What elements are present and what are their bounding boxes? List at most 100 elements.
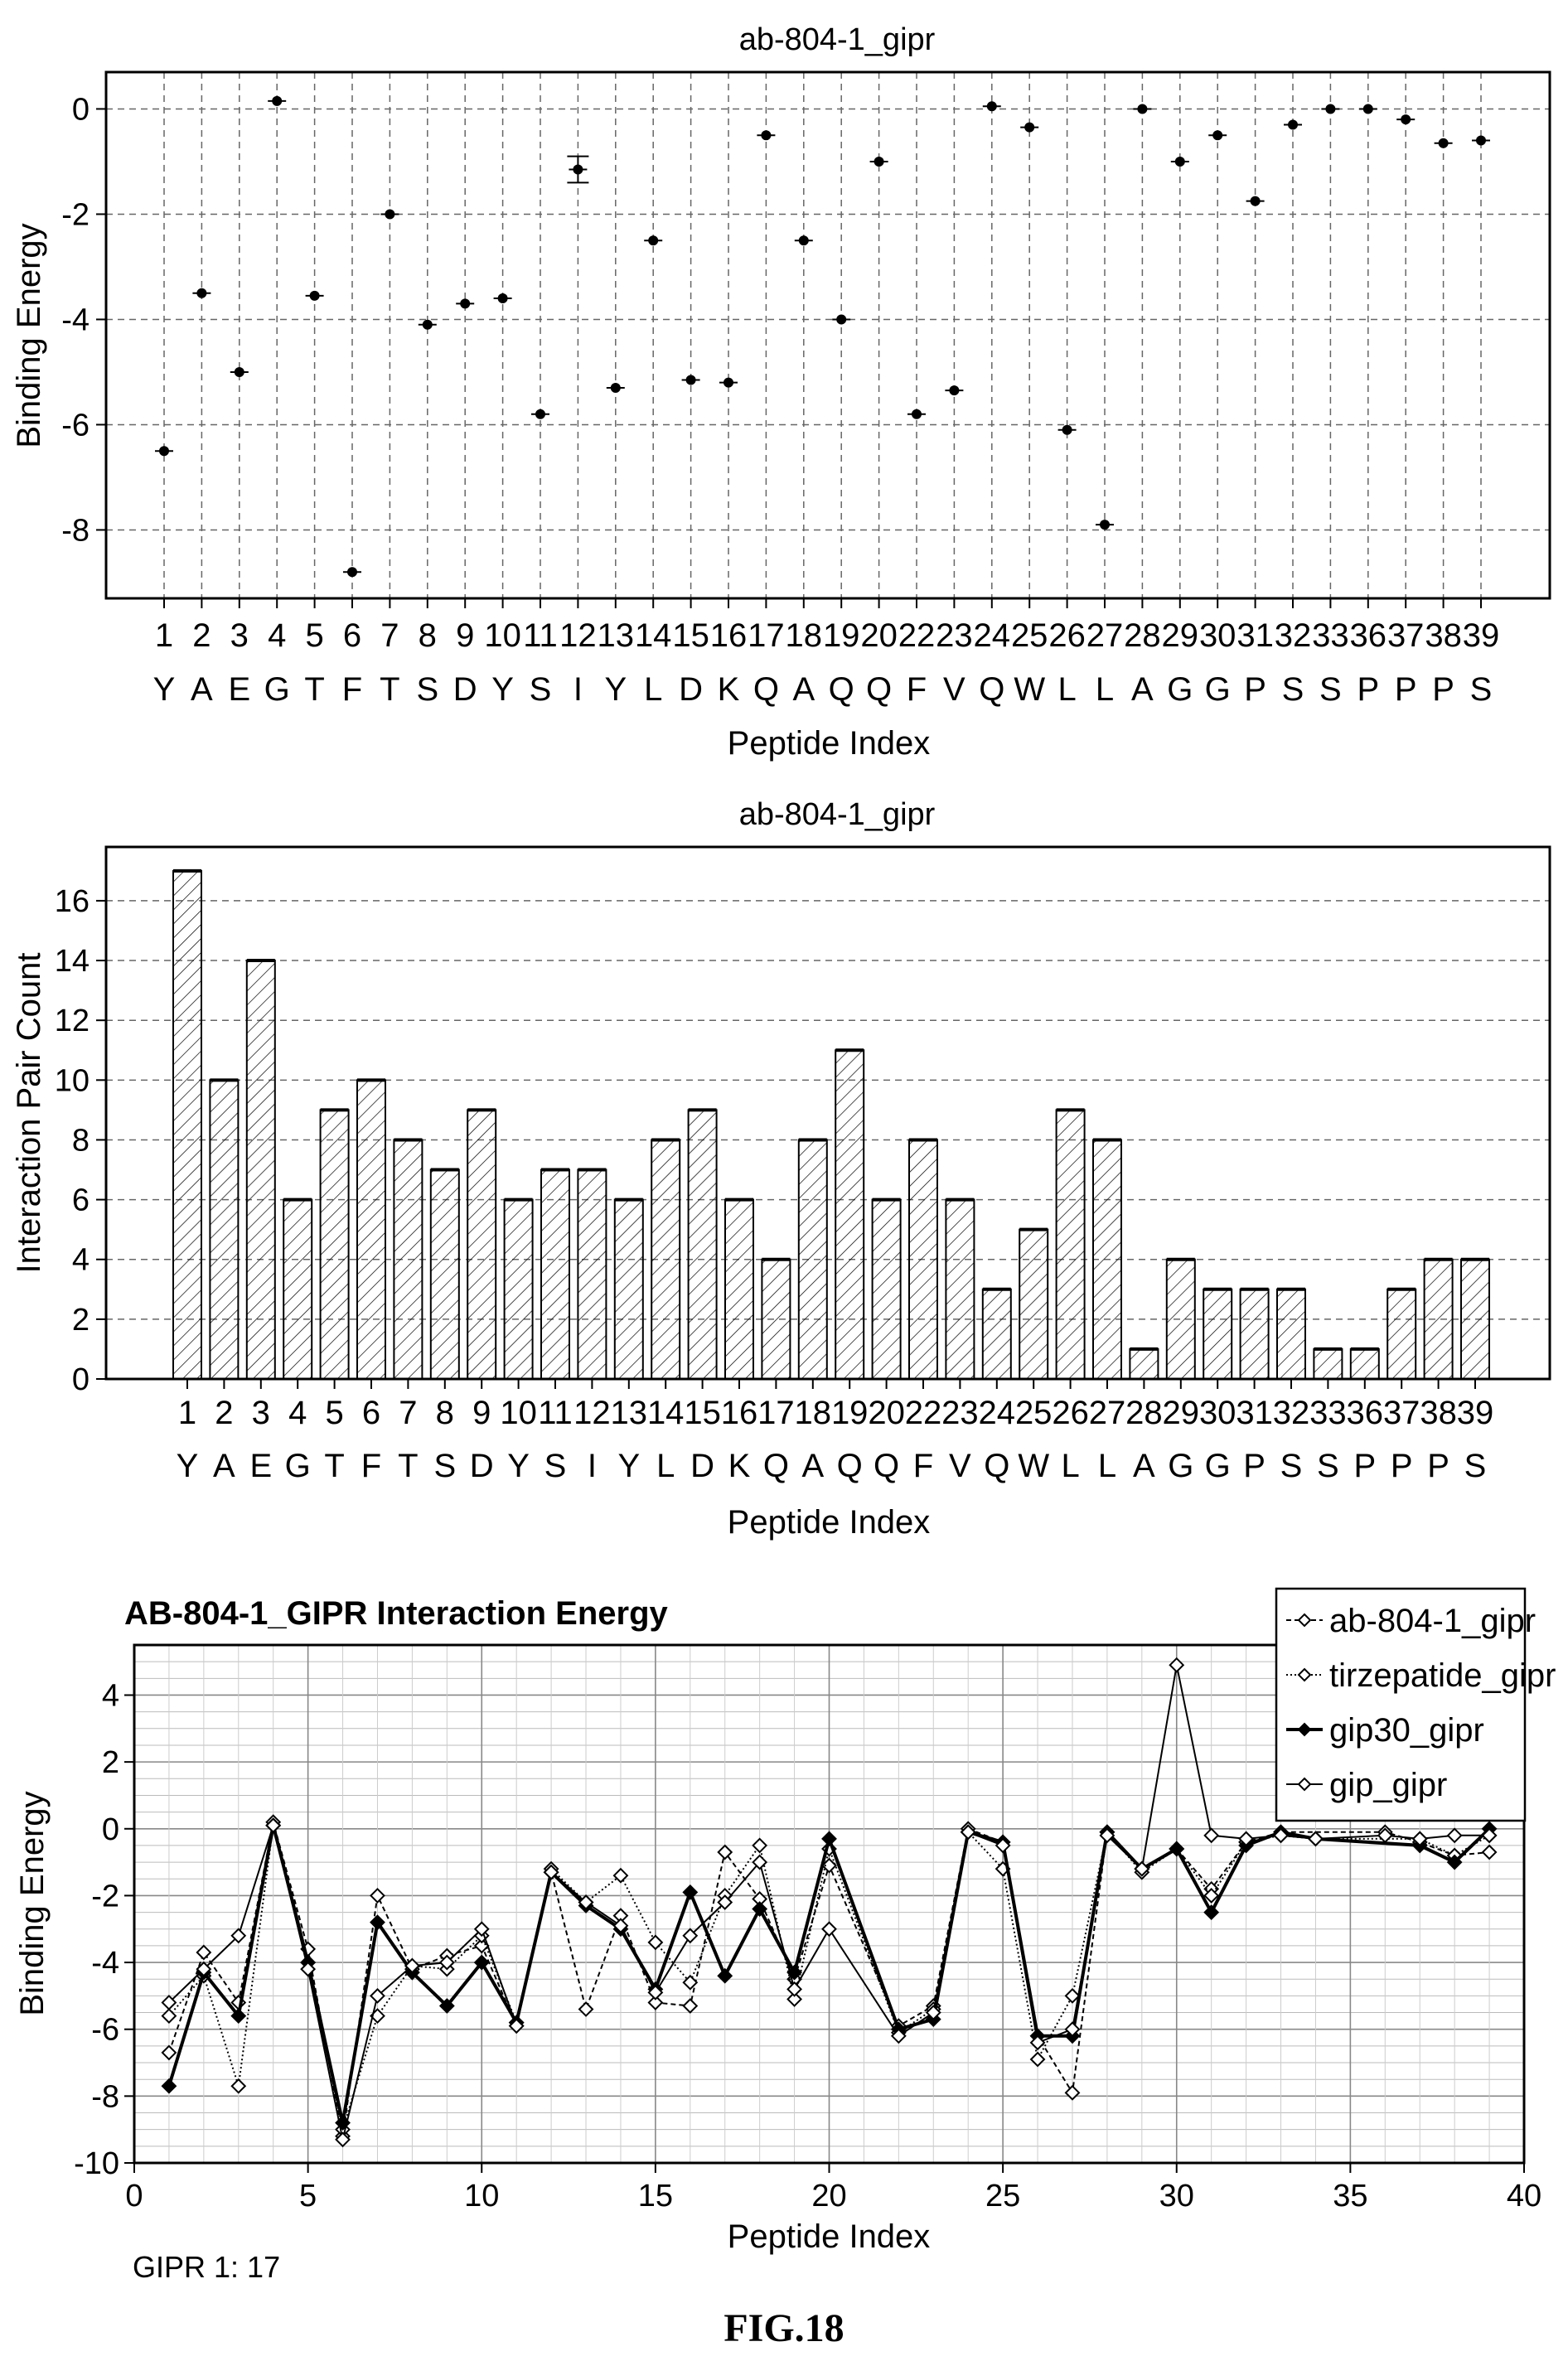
chart2-y-tick-label: 4 [72, 1243, 90, 1278]
chart2-bar [1019, 1228, 1049, 1381]
chart3-data-point [473, 1954, 490, 1971]
chart1-data-point [422, 319, 433, 330]
chart1-residue-label: Q [866, 671, 892, 708]
chart2-x-tick-label: 31 [1236, 1395, 1273, 1431]
chart1-data-point [1137, 104, 1148, 114]
chart3-legend-label: tirzepatide_gipr [1329, 1657, 1556, 1694]
chart3-x-axis-label: Peptide Index [728, 2218, 931, 2255]
chart2-bar [319, 1109, 350, 1381]
chart3-data-point [752, 1901, 768, 1917]
chart1-residue-label: A [792, 671, 815, 708]
chart3-data-point [1481, 1844, 1498, 1860]
chart1-x-tick-label: 13 [598, 617, 635, 654]
chart3-title: AB-804-1_GIPR Interaction Energy [124, 1595, 668, 1632]
chart2-residue-label: A [1133, 1448, 1155, 1484]
chart2-x-tick-label: 2 [215, 1395, 233, 1431]
chart2-residue-label: D [690, 1448, 714, 1484]
chart1-x-tick-label: 4 [268, 617, 286, 654]
chart1-x-axis-label: Peptide Index [728, 725, 931, 762]
chart3-data-point [682, 1974, 699, 1991]
chart2-y-tick-label: 6 [72, 1183, 90, 1218]
chart1-x-tick-label: 29 [1162, 617, 1199, 654]
chart1-y-ticks: 0 -2 -4 -6 -8 [61, 92, 106, 548]
chart2-y-tick-label: 16 [55, 884, 90, 919]
chart3-data-point [786, 1981, 802, 1997]
chart1-x-tick-label: 36 [1350, 617, 1387, 654]
chart1-data-points [155, 95, 1490, 578]
chart3-data-point [1377, 1827, 1393, 1844]
chart3-data-point [1411, 1831, 1428, 1847]
chart3-legend-marker [1297, 1722, 1312, 1737]
chart2-bar [724, 1198, 754, 1380]
chart3-data-point [890, 2028, 907, 2044]
chart3-data-point [925, 2005, 941, 2020]
chart2-bar [1055, 1109, 1086, 1381]
chart1-residue-label: P [1244, 671, 1266, 708]
chart1-y-tick-label: -2 [61, 197, 90, 232]
chart2-x-tick-label: 32 [1273, 1395, 1310, 1431]
chart3-series-gip30_gipr [161, 1817, 1498, 2131]
chart1-data-point [1438, 138, 1449, 148]
chart2-x-tick-label: 9 [472, 1395, 491, 1431]
chart2-residue-label: Q [874, 1448, 899, 1484]
chart1-x-tick-label: 28 [1124, 617, 1161, 654]
chart1-y-tick-label: -4 [61, 302, 90, 337]
chart3-data-point [578, 1894, 594, 1910]
chart3-data-point [161, 2008, 177, 2024]
chart1-x-tick-label: 30 [1199, 617, 1236, 654]
chart1-residue-label: E [228, 671, 250, 708]
chart3-data-point [1099, 1827, 1116, 1844]
chart3-data-point [230, 2008, 247, 2024]
chart2-bar [797, 1139, 828, 1381]
chart3-data-point [1446, 1854, 1463, 1870]
chart3-data-point [1169, 1657, 1185, 1673]
chart1-residue-label: L [1096, 671, 1114, 708]
figure-label: FIG.18 [724, 2306, 844, 2350]
chart3-data-point [196, 1961, 212, 1977]
chart2-residue-label: S [1464, 1448, 1487, 1484]
chart3-y-tick-label: 4 [102, 1678, 119, 1713]
chart1-residue-label: T [304, 671, 324, 708]
chart2-residue-label: Y [177, 1448, 199, 1484]
chart2-x-tick-label: 37 [1383, 1395, 1420, 1431]
chart1-data-point [1174, 156, 1185, 167]
chart2-x-tick-label: 30 [1199, 1395, 1236, 1431]
chart1-residue-label: K [718, 671, 740, 708]
chart2-residue-label: S [544, 1448, 567, 1484]
chart2-residue-label: L [1098, 1448, 1116, 1484]
chart2-bar [283, 1198, 313, 1380]
chart1-data-point [1325, 104, 1336, 114]
chart3-x-tick-label: 15 [638, 2179, 673, 2213]
chart1-residue-label: T [380, 671, 399, 708]
chart3-y-axis-label: Binding Energy [14, 1791, 51, 2015]
chart3-x-tick-label: 10 [464, 2179, 499, 2213]
chart1-residue-label: L [644, 671, 662, 708]
chart1-residue-label: F [907, 671, 927, 708]
chart3-data-point [612, 1918, 629, 1934]
chart3-legend-marker [1297, 1667, 1312, 1682]
chart1-data-point [685, 375, 696, 385]
chart2-bar [761, 1258, 791, 1381]
chart3-data-point [370, 1888, 385, 1904]
chart1-x-tick-label: 11 [523, 617, 558, 654]
chart1-residue-label: S [530, 671, 552, 708]
chart2-x-tick-label: 7 [399, 1395, 417, 1431]
chart2-y-axis-label: Interaction Pair Count [11, 953, 47, 1274]
chart1-grid [106, 72, 1550, 598]
chart2-bar [981, 1288, 1012, 1380]
chart1-data-point [761, 130, 772, 141]
chart2-x-tick-label: 4 [288, 1395, 307, 1431]
chart1-residue-label: S [1470, 671, 1493, 708]
chart1-residue-label: P [1357, 671, 1379, 708]
chart1-y-tick-label: 0 [72, 92, 90, 127]
chart1-x-tick-label: 25 [1011, 617, 1048, 654]
chart2-residue-label: P [1391, 1448, 1413, 1484]
interaction-energy-line-chart: AB-804-1_GIPR Interaction Energy 420-2-4… [14, 1587, 1556, 2284]
chart2-bar [651, 1139, 681, 1381]
chart2-bar [613, 1198, 644, 1380]
chart2-residue-label: W [1018, 1448, 1049, 1484]
chart1-residue-label: D [453, 671, 477, 708]
chart3-data-point [161, 2044, 177, 2061]
chart2-bar [393, 1139, 423, 1381]
chart3-data-point [300, 1961, 317, 1977]
